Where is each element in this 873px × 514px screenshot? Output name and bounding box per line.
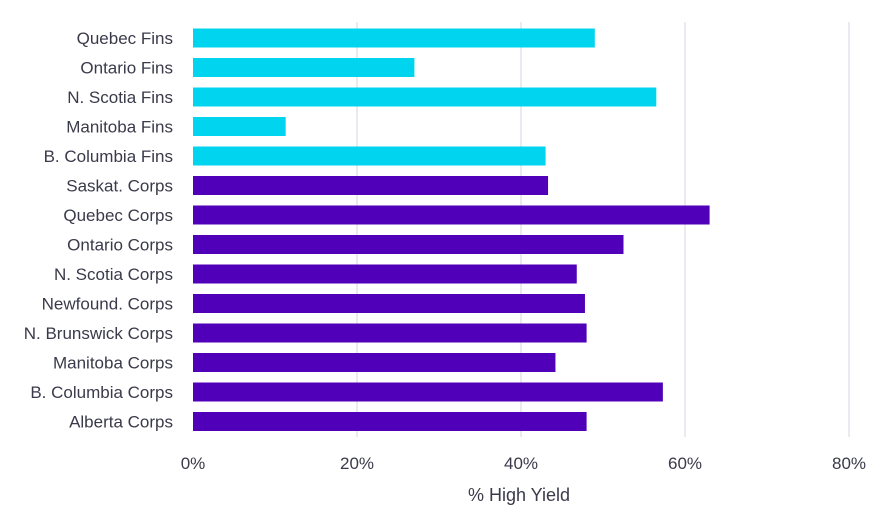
bar: [193, 117, 286, 136]
x-tick-labels: 0% 20% 40% 60% 80%: [181, 454, 866, 473]
bar: [193, 58, 415, 77]
bar: [193, 146, 546, 166]
category-labels: Quebec Fins Ontario Fins N. Scotia Fins Man…: [24, 29, 173, 432]
bar: [193, 412, 587, 431]
bar: [193, 294, 585, 313]
category-label: Newfound. Corps: [42, 295, 173, 314]
bar: [193, 323, 587, 343]
bar: [193, 235, 624, 254]
category-label: Manitoba Corps: [53, 354, 173, 373]
bar: [193, 87, 657, 107]
category-label: N. Brunswick Corps: [24, 324, 173, 343]
category-label: Quebec Fins: [77, 29, 173, 48]
x-tick-label: 60%: [668, 454, 702, 473]
category-label: B. Columbia Fins: [44, 147, 173, 166]
category-label: N. Scotia Corps: [54, 265, 173, 284]
x-tick-label: 20%: [340, 454, 374, 473]
bar: [193, 176, 549, 195]
bar: [193, 353, 556, 372]
bars: [193, 28, 710, 431]
bar: [193, 264, 577, 284]
category-label: Manitoba Fins: [66, 118, 173, 137]
category-label: Ontario Fins: [80, 59, 173, 78]
category-label: Alberta Corps: [69, 413, 173, 432]
category-label: Quebec Corps: [63, 206, 173, 225]
category-label: Ontario Corps: [67, 236, 173, 255]
x-tick-label: 0%: [181, 454, 206, 473]
category-label: N. Scotia Fins: [67, 88, 173, 107]
bar: [193, 205, 710, 225]
category-label: B. Columbia Corps: [30, 383, 173, 402]
x-tick-label: 80%: [832, 454, 866, 473]
bar: [193, 382, 663, 402]
x-tick-label: 40%: [504, 454, 538, 473]
x-axis-title: % High Yield: [468, 485, 570, 505]
bar: [193, 28, 595, 48]
category-label: Saskat. Corps: [66, 177, 173, 196]
gridlines: [356, 22, 850, 437]
